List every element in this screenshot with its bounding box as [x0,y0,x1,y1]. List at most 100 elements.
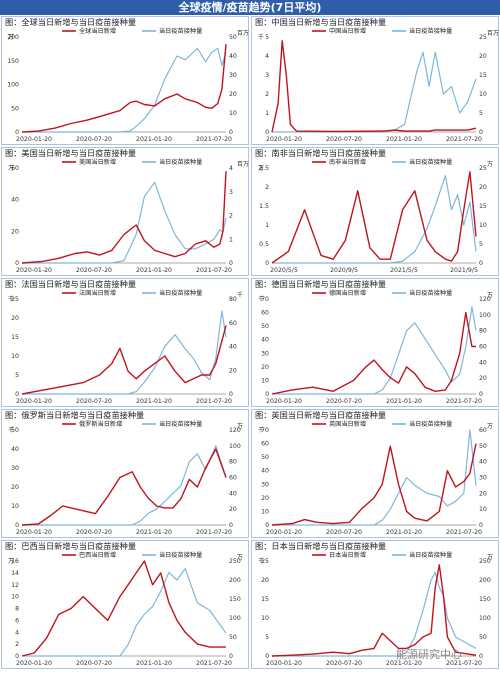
y-right-tick: 20 [229,91,237,98]
y-right-tick: 60 [479,427,487,434]
y-right-tick: 100 [229,615,241,622]
y-left-unit: 千 [258,33,264,41]
y-left-tick: 1 [265,110,269,117]
y-right-tick: 50 [479,634,487,641]
legend-vaccine-label: 当日疫苗接种量 [409,420,452,428]
legend-cases-label: 法国当日新增 [79,289,116,297]
y-right-tick: 50 [229,634,237,641]
y-right-tick: 200 [229,577,241,584]
y-left-tick: 4 [15,629,19,636]
x-tick-label: 2020/9/5 [330,267,358,274]
series-vaccine-line [22,445,227,526]
legend-cases-label: 巴西当日新增 [79,551,116,559]
y-left-tick: 2 [265,184,269,191]
y-left-tick: 30 [261,350,269,357]
y-left-tick: 2.5 [259,165,269,172]
y-right-tick: 0 [229,129,233,136]
x-tick-label: 2021-07-20 [446,398,482,405]
y-left-tick: 0 [265,522,269,529]
y-right-tick: 1 [229,236,233,243]
y-right-tick: 100 [229,443,241,450]
x-tick-label: 2020-01-20 [266,398,302,405]
y-left-tick: 25 [261,558,269,565]
x-tick-label: 2021/5/5 [390,267,418,274]
y-right-tick: 20 [479,375,487,382]
y-left-tick: 10 [11,503,19,510]
y-right-unit: 万 [487,423,493,430]
x-tick-label: 2020/5/5 [270,267,298,274]
x-tick-label: 2020-07-20 [326,398,362,405]
x-tick-label: 2021-07-20 [446,136,482,143]
y-right-tick: 10 [479,506,487,513]
y-left-tick: 10 [261,377,269,384]
panel-border [251,409,499,538]
x-tick-label: 2021-01-20 [386,660,422,667]
y-left-tick: 2 [265,91,269,98]
y-right-tick: 80 [229,296,237,303]
legend-vaccine-label: 当日疫苗接种量 [159,551,202,559]
x-tick-label: 2021-07-20 [196,529,232,536]
x-tick-label: 2021-07-20 [196,136,232,143]
y-right-tick: 40 [229,344,237,351]
y-left-tick: 50 [11,105,19,112]
y-left-tick: 6 [15,617,19,624]
y-left-tick: 150 [7,58,19,65]
y-left-tick: 30 [11,465,19,472]
y-left-tick: 5 [15,372,19,379]
x-tick-label: 2020-07-20 [76,529,112,536]
x-tick-label: 2020-01-20 [266,660,302,667]
x-tick-label: 2020-01-20 [266,529,302,536]
y-right-tick: 20 [479,184,487,191]
panel-border [1,278,249,407]
y-right-tick: 5 [479,241,483,248]
y-left-tick: 2 [15,641,19,648]
y-right-tick: 200 [479,577,491,584]
panel-title: 图：英国当日新增与当日疫苗接种量 [255,410,386,420]
y-left-tick: 0 [265,260,269,267]
x-tick-label: 2020-01-20 [16,398,52,405]
y-right-tick: 10 [229,110,237,117]
y-left-tick: 30 [261,481,269,488]
y-left-tick: 40 [261,468,269,475]
x-tick-label: 2020-07-20 [76,267,112,274]
y-left-tick: 5 [265,34,269,41]
panel-title: 图：巴西当日新增与当日疫苗接种量 [5,541,136,551]
legend-cases-label: 中国当日新增 [329,27,366,35]
y-left-unit: 万 [8,558,14,565]
panel-border [1,540,249,669]
y-right-unit: 百万 [487,30,499,37]
y-left-unit: 千 [258,557,264,565]
y-left-tick: 0.5 [259,241,269,248]
y-left-tick: 25 [11,296,19,303]
y-left-tick: 60 [261,310,269,317]
y-right-tick: 40 [229,490,237,497]
y-right-tick: 5 [479,110,483,117]
legend-cases-label: 德国当日新增 [329,289,366,297]
y-left-tick: 40 [261,337,269,344]
y-left-tick: 50 [261,323,269,330]
y-right-unit: 万 [237,423,243,430]
x-tick-label: 2021-01-20 [136,398,172,405]
y-right-tick: 0 [229,522,233,529]
y-right-tick: 25 [479,165,487,172]
y-left-unit: 万 [8,165,14,172]
y-right-tick: 3 [229,189,233,196]
y-right-tick: 60 [229,475,237,482]
y-left-tick: 200 [7,34,19,41]
series-cases-line [21,325,227,395]
y-right-tick: 100 [479,615,491,622]
y-left-tick: 12 [11,582,19,589]
y-right-tick: 2 [229,213,233,220]
y-right-tick: 80 [229,459,237,466]
y-left-tick: 60 [11,165,19,172]
y-right-tick: 150 [229,596,241,603]
legend-vaccine-label: 当日疫苗接种量 [159,158,202,166]
y-left-tick: 100 [7,82,19,89]
x-tick-label: 2020-01-20 [16,267,52,274]
y-left-tick: 10 [261,508,269,515]
legend-cases-label: 全球当日新增 [79,27,116,35]
